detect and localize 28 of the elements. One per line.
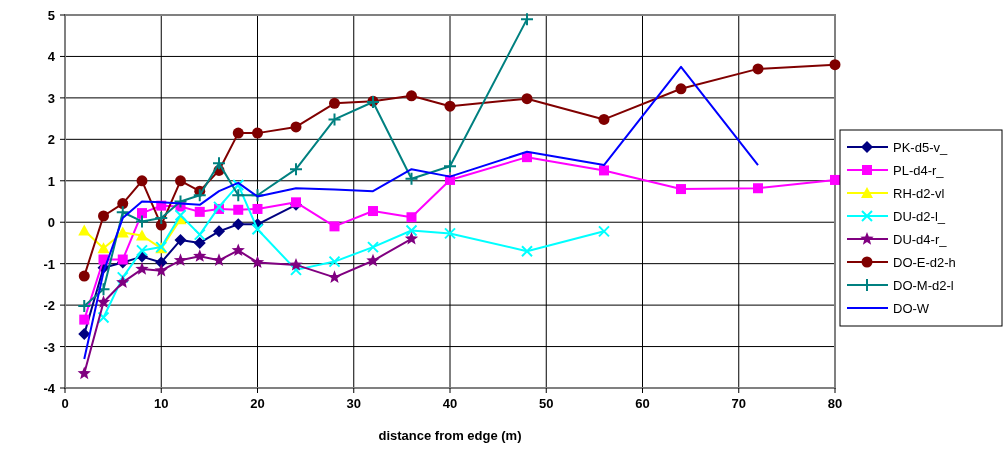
y-tick-label: -1 <box>43 256 55 272</box>
legend-label: RH-d2-vl <box>893 186 945 201</box>
y-tick-label: -4 <box>43 381 56 396</box>
x-tick-label: 0 <box>61 396 69 411</box>
legend-label: PK-d5-v_ <box>893 140 948 155</box>
y-tick-label: -2 <box>43 298 55 314</box>
x-tick-label: 10 <box>154 396 169 411</box>
legend-label: DO-E-d2-h <box>893 255 956 270</box>
x-tick-label: 60 <box>635 396 650 411</box>
legend-label: DO-M-d2-l <box>893 278 954 293</box>
y-tick-label: 4 <box>47 49 56 65</box>
x-tick-label: 40 <box>442 396 458 411</box>
y-tick-label: 0 <box>47 215 55 231</box>
x-tick-label: 30 <box>346 396 361 411</box>
legend-label: DU-d2-l_ <box>893 209 946 224</box>
legend-label: DU-d4-r_ <box>893 232 948 247</box>
x-tick-label: 70 <box>731 396 746 411</box>
y-tick-label: 5 <box>47 8 55 23</box>
y-tick-label: 3 <box>47 90 55 106</box>
legend-label: DO-W <box>893 301 930 316</box>
y-tick-label: 1 <box>47 173 55 189</box>
y-tick-label: 2 <box>47 132 55 148</box>
x-tick-label: 80 <box>827 396 843 411</box>
x-tick-label: 20 <box>250 396 265 411</box>
y-tick-label: -3 <box>43 339 55 355</box>
x-tick-label: 50 <box>539 396 554 411</box>
x-axis-title: distance from edge (m) <box>378 428 522 443</box>
legend-label: PL-d4-r_ <box>893 163 945 178</box>
